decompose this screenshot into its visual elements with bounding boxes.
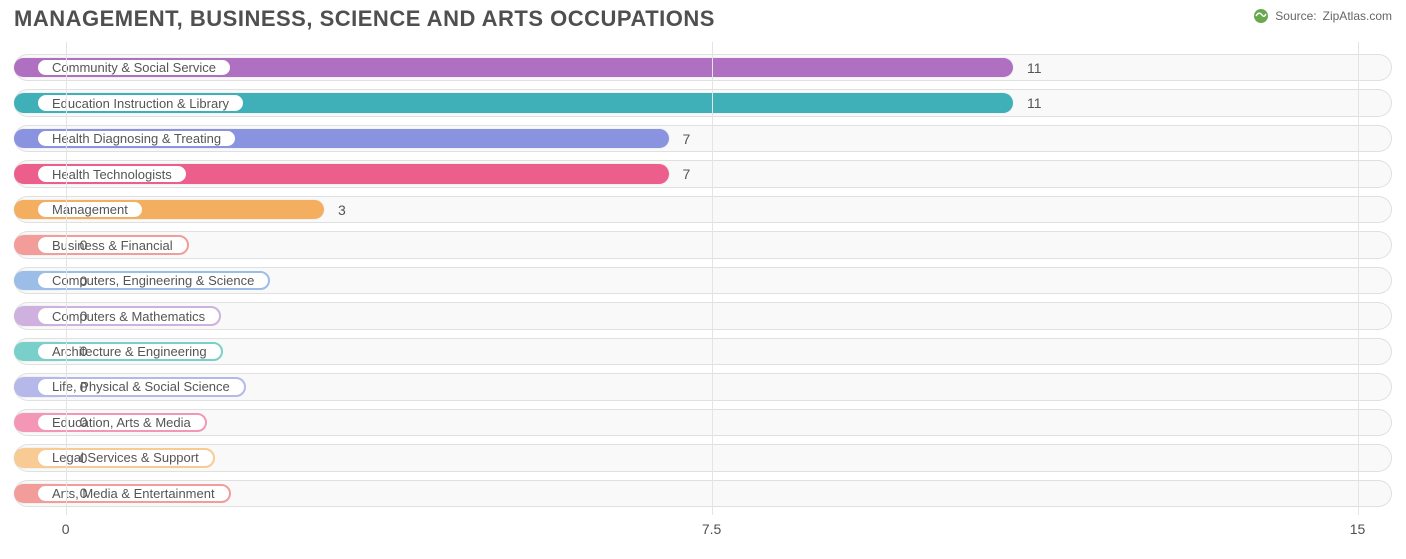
chart-row: Legal Services & Support0 <box>14 442 1392 473</box>
value-label: 7 <box>675 123 691 154</box>
chart-row: Education, Arts & Media0 <box>14 407 1392 438</box>
x-axis-tick-label: 0 <box>62 521 70 537</box>
chart-row: Management 3 <box>14 194 1392 225</box>
value-label: 11 <box>1019 87 1042 118</box>
gridline <box>1358 42 1359 515</box>
value-label: 0 <box>72 407 88 438</box>
category-label: Architecture & Engineering <box>36 342 223 361</box>
category-label: Education, Arts & Media <box>36 413 207 432</box>
bar-track <box>14 409 1392 436</box>
chart-row: Community & Social Service11 <box>14 52 1392 83</box>
value-label: 11 <box>1019 52 1042 83</box>
chart-row: Computers, Engineering & Science0 <box>14 265 1392 296</box>
bar-chart: Community & Social Service11 Education In… <box>14 42 1392 537</box>
category-label: Education Instruction & Library <box>36 93 245 112</box>
source-name: ZipAtlas.com <box>1323 9 1392 23</box>
value-label: 7 <box>675 158 691 189</box>
chart-title: MANAGEMENT, BUSINESS, SCIENCE AND ARTS O… <box>14 6 715 32</box>
bar-track <box>14 444 1392 471</box>
value-label: 0 <box>72 300 88 331</box>
chart-row: Life, Physical & Social Science0 <box>14 371 1392 402</box>
value-label: 0 <box>72 336 88 367</box>
category-label: Health Technologists <box>36 164 188 183</box>
chart-row: Health Technologists 7 <box>14 158 1392 189</box>
source-attribution: Source: ZipAtlas.com <box>1253 8 1392 24</box>
chart-row: Health Diagnosing & Treating7 <box>14 123 1392 154</box>
category-label: Management <box>36 200 144 219</box>
gridline <box>712 42 713 515</box>
gridline <box>66 42 67 515</box>
category-label: Legal Services & Support <box>36 448 215 467</box>
value-label: 0 <box>72 371 88 402</box>
x-axis-tick-label: 15 <box>1350 521 1366 537</box>
category-label: Business & Financial <box>36 235 189 254</box>
chart-rows: Community & Social Service11 Education In… <box>14 42 1392 515</box>
value-label: 0 <box>72 265 88 296</box>
value-label: 0 <box>72 442 88 473</box>
chart-row: Business & Financial0 <box>14 229 1392 260</box>
value-label: 3 <box>330 194 346 225</box>
x-axis-tick-label: 7.5 <box>702 521 721 537</box>
source-prefix: Source: <box>1275 9 1316 23</box>
value-label: 0 <box>72 478 88 509</box>
bar-track <box>14 231 1392 258</box>
chart-row: Education Instruction & Library 11 <box>14 87 1392 118</box>
value-label: 0 <box>72 229 88 260</box>
chart-row: Architecture & Engineering0 <box>14 336 1392 367</box>
chart-row: Arts, Media & Entertainment0 <box>14 478 1392 509</box>
chart-row: Computers & Mathematics0 <box>14 300 1392 331</box>
source-logo-icon <box>1253 8 1269 24</box>
category-label: Life, Physical & Social Science <box>36 377 246 396</box>
category-label: Computers & Mathematics <box>36 306 221 325</box>
